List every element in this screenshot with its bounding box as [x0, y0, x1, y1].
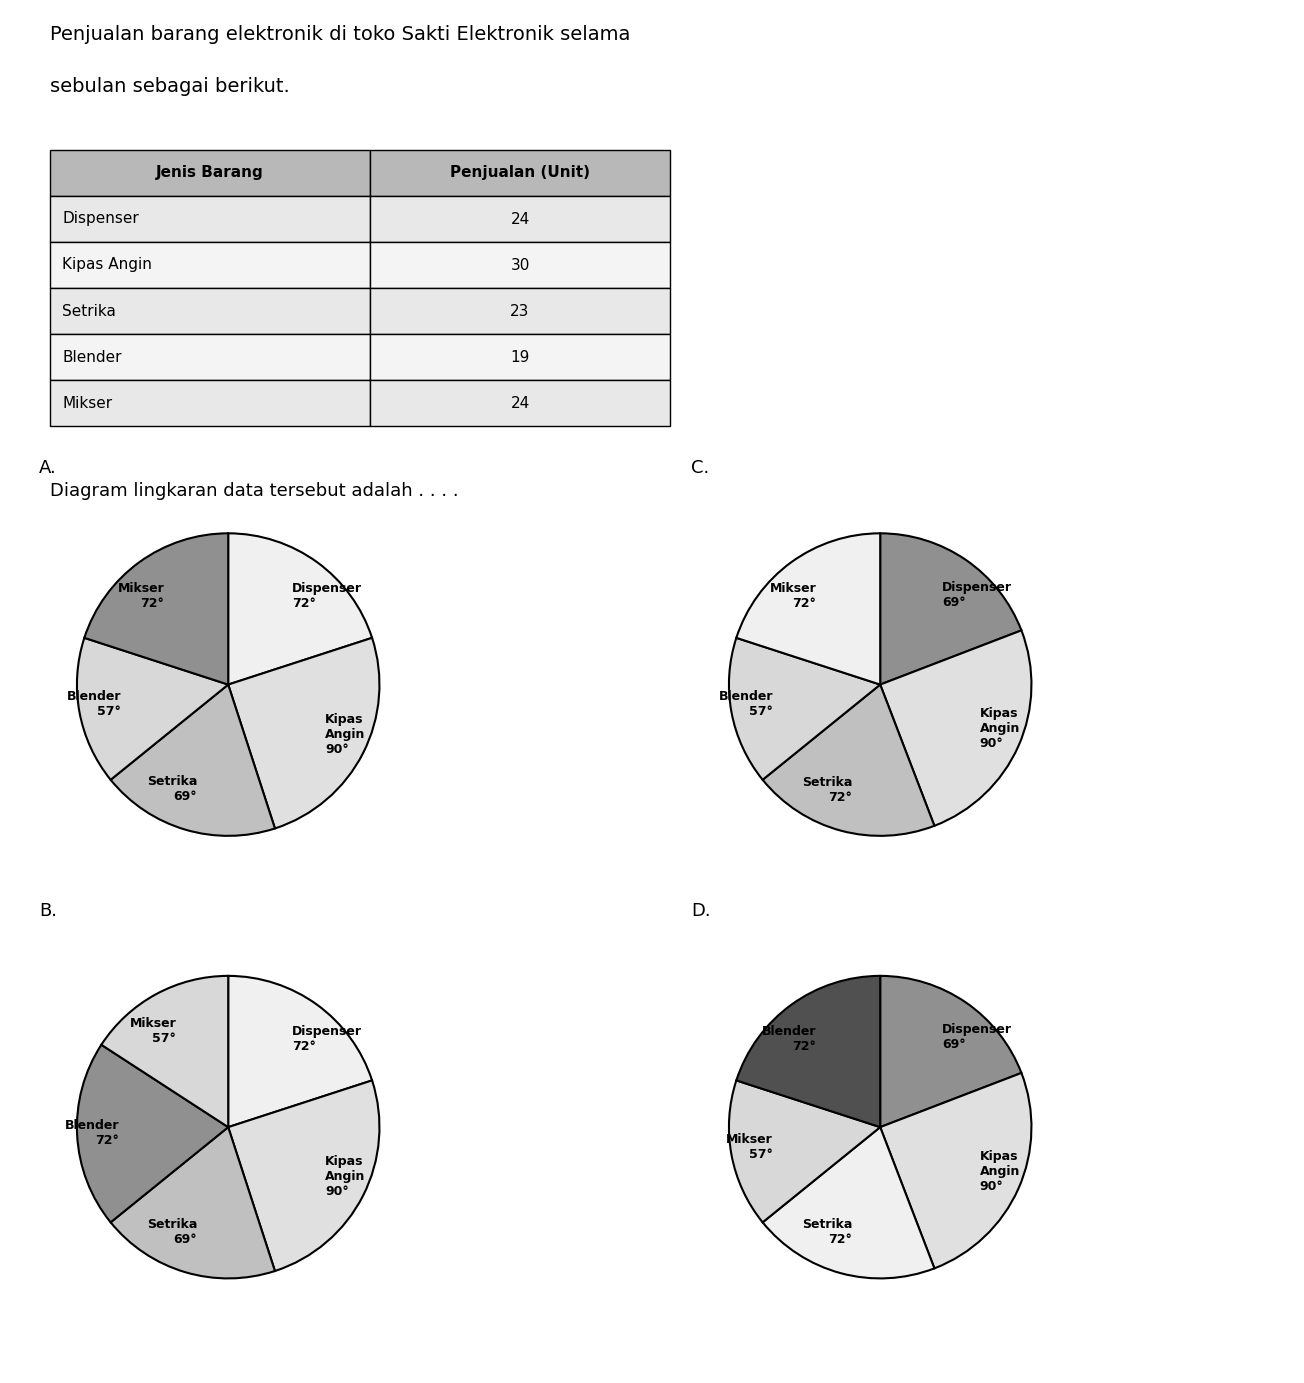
Text: Setrika
69°: Setrika 69°: [147, 1217, 197, 1246]
Text: 24: 24: [510, 396, 529, 411]
Bar: [370, 149, 670, 196]
Bar: [50, 335, 370, 380]
Text: sebulan sebagai berikut.: sebulan sebagai berikut.: [50, 77, 289, 95]
Bar: [50, 196, 370, 242]
Text: Setrika
72°: Setrika 72°: [802, 1218, 852, 1246]
Text: Kipas
Angin
90°: Kipas Angin 90°: [979, 1149, 1020, 1194]
Wedge shape: [729, 1080, 880, 1223]
Text: Mikser
57°: Mikser 57°: [129, 1018, 176, 1046]
Text: Kipas
Angin
90°: Kipas Angin 90°: [979, 707, 1020, 751]
Wedge shape: [880, 1073, 1031, 1268]
Wedge shape: [228, 638, 379, 828]
Wedge shape: [737, 534, 880, 685]
Text: Blender
57°: Blender 57°: [719, 690, 773, 718]
Bar: [370, 335, 670, 380]
Text: 23: 23: [510, 303, 529, 318]
Wedge shape: [102, 976, 228, 1127]
Bar: [370, 196, 670, 242]
Wedge shape: [880, 976, 1021, 1127]
Text: A.: A.: [39, 459, 57, 477]
Wedge shape: [228, 1080, 379, 1271]
Wedge shape: [729, 638, 880, 780]
Wedge shape: [111, 685, 275, 835]
Text: Blender
57°: Blender 57°: [67, 690, 121, 718]
Wedge shape: [880, 534, 1021, 685]
Text: Mikser: Mikser: [63, 396, 112, 411]
Text: Kipas Angin: Kipas Angin: [63, 257, 151, 272]
Bar: [370, 242, 670, 288]
Wedge shape: [880, 631, 1031, 826]
Text: Dispenser
69°: Dispenser 69°: [941, 581, 1012, 609]
Text: Jenis Barang: Jenis Barang: [156, 166, 263, 181]
Text: 30: 30: [510, 257, 529, 272]
Text: Dispenser
72°: Dispenser 72°: [292, 1025, 363, 1052]
Wedge shape: [77, 1044, 228, 1223]
Bar: [50, 242, 370, 288]
Text: Mikser
57°: Mikser 57°: [726, 1133, 773, 1160]
Text: C.: C.: [691, 459, 709, 477]
Text: D.: D.: [691, 902, 711, 920]
Text: Mikser
72°: Mikser 72°: [117, 582, 164, 610]
Wedge shape: [228, 534, 372, 685]
Wedge shape: [85, 534, 228, 685]
Text: Dispenser
69°: Dispenser 69°: [941, 1023, 1012, 1051]
Text: 24: 24: [510, 212, 529, 227]
Text: Penjualan (Unit): Penjualan (Unit): [450, 166, 589, 181]
Text: Kipas
Angin
90°: Kipas Angin 90°: [325, 1155, 365, 1198]
Text: Kipas
Angin
90°: Kipas Angin 90°: [325, 712, 365, 755]
Wedge shape: [737, 976, 880, 1127]
Wedge shape: [763, 1127, 935, 1278]
Text: Blender: Blender: [63, 350, 121, 365]
Text: Setrika
69°: Setrika 69°: [147, 774, 197, 804]
Bar: [50, 380, 370, 426]
Text: Setrika: Setrika: [63, 303, 116, 318]
Text: Blender
72°: Blender 72°: [762, 1025, 816, 1052]
Text: Diagram lingkaran data tersebut adalah . . . .: Diagram lingkaran data tersebut adalah .…: [50, 483, 459, 501]
Text: Penjualan barang elektronik di toko Sakti Elektronik selama: Penjualan barang elektronik di toko Sakt…: [50, 25, 630, 44]
Wedge shape: [763, 685, 935, 835]
Text: Blender
72°: Blender 72°: [65, 1119, 120, 1147]
Text: Dispenser
72°: Dispenser 72°: [292, 582, 363, 610]
Bar: [50, 288, 370, 335]
Text: B.: B.: [39, 902, 57, 920]
Wedge shape: [228, 976, 372, 1127]
Wedge shape: [77, 638, 228, 780]
Bar: [370, 380, 670, 426]
Text: Mikser
72°: Mikser 72°: [769, 582, 816, 610]
Text: 19: 19: [510, 350, 529, 365]
Text: Dispenser: Dispenser: [63, 212, 138, 227]
Bar: [50, 149, 370, 196]
Wedge shape: [111, 1127, 275, 1278]
Bar: [370, 288, 670, 335]
Text: Setrika
72°: Setrika 72°: [802, 776, 852, 804]
